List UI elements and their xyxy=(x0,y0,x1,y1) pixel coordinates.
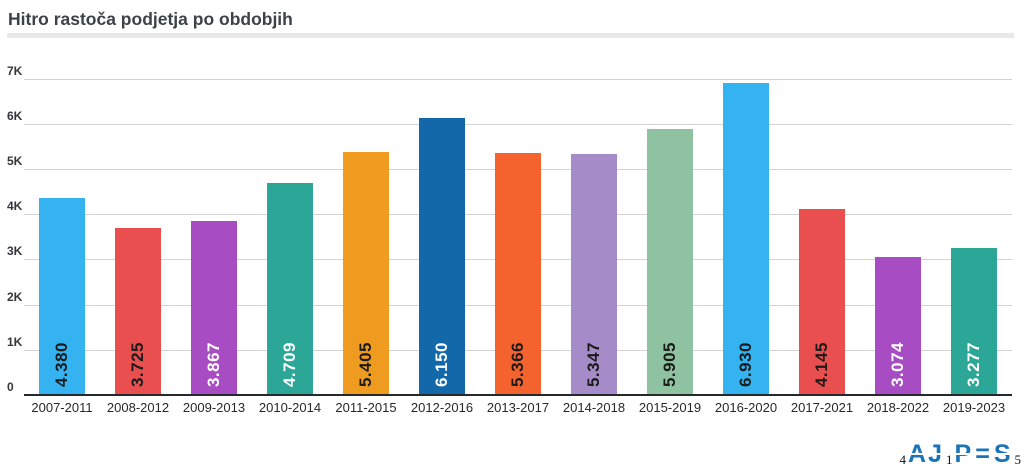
logo-digit: 5 xyxy=(1014,452,1022,467)
bar-value-label: 3.074 xyxy=(888,341,907,387)
logo-letters: P xyxy=(954,440,974,468)
bar-2013-2017[interactable]: 5.366 xyxy=(495,153,541,396)
bar-chart: 4.380 3.725 3.867 4.709 5.405 6.150 5.366 5.347… xyxy=(0,50,1024,415)
bar-column: 3.074 xyxy=(860,50,936,396)
bar-column: 3.867 xyxy=(176,50,252,396)
bar-value-label: 5.366 xyxy=(508,341,527,387)
bar-column: 4.145 xyxy=(784,50,860,396)
bar-value-label: 3.725 xyxy=(128,341,147,387)
x-axis-category-label: 2008-2012 xyxy=(106,400,170,415)
y-axis-tick-label: 1K xyxy=(7,334,23,349)
x-axis-category-label: 2018-2022 xyxy=(866,400,930,415)
ajpes-logo: 4 AJ 1 P = S 5 xyxy=(899,442,1022,467)
bar-2007-2011[interactable]: 4.380 xyxy=(39,198,85,396)
x-axis-labels: 2007-2011 2008-2012 2009-2013 2010-2014 2011… xyxy=(24,400,1012,415)
x-axis-category-label: 2016-2020 xyxy=(714,400,778,415)
bar-column: 5.405 xyxy=(328,50,404,396)
logo-digit: 4 xyxy=(899,452,907,467)
x-axis-category-label: 2010-2014 xyxy=(258,400,322,415)
y-axis-tick-label: 4K xyxy=(7,199,23,214)
gridline xyxy=(24,78,1012,80)
bar-column: 5.347 xyxy=(556,50,632,396)
x-axis-category-label: 2014-2018 xyxy=(562,400,626,415)
bar-column: 3.277 xyxy=(936,50,1012,396)
page-title: Hitro rastoča podjetja po obdobjih xyxy=(8,9,293,29)
bar-2010-2014[interactable]: 4.709 xyxy=(267,183,313,396)
logo-letters: S xyxy=(993,440,1013,468)
logo-letters: AJ xyxy=(908,440,945,468)
bar-value-label: 6.150 xyxy=(432,341,451,387)
bar-2018-2022[interactable]: 3.074 xyxy=(875,257,921,396)
bar-2019-2023[interactable]: 3.277 xyxy=(951,247,997,396)
x-axis-category-label: 2011-2015 xyxy=(335,400,397,415)
bar-2015-2019[interactable]: 5.905 xyxy=(647,129,693,396)
bar-2012-2016[interactable]: 6.150 xyxy=(419,118,465,396)
bar-2008-2012[interactable]: 3.725 xyxy=(115,227,161,396)
bar-value-label: 4.145 xyxy=(812,341,831,387)
logo-letters: = xyxy=(975,440,992,468)
bar-value-label: 5.347 xyxy=(584,341,603,387)
bar-value-label: 6.930 xyxy=(736,341,755,387)
gridline xyxy=(24,123,1012,125)
x-axis-category-label: 2012-2016 xyxy=(410,400,474,415)
bar-column: 3.725 xyxy=(100,50,176,396)
bars-container: 4.380 3.725 3.867 4.709 5.405 6.150 5.366 5.347… xyxy=(24,50,1012,396)
bar-value-label: 3.867 xyxy=(204,341,223,387)
logo-digit: 1 xyxy=(946,452,953,467)
bar-2009-2013[interactable]: 3.867 xyxy=(191,221,237,396)
chart-plot-area: 4.380 3.725 3.867 4.709 5.405 6.150 5.366 5.347… xyxy=(7,50,1012,396)
bar-value-label: 5.905 xyxy=(660,341,679,387)
bar-column: 6.150 xyxy=(404,50,480,396)
x-axis-category-label: 2009-2013 xyxy=(182,400,246,415)
x-axis-category-label: 2013-2017 xyxy=(486,400,550,415)
x-axis-category-label: 2017-2021 xyxy=(790,400,854,415)
y-axis-tick-label: 6K xyxy=(7,108,23,123)
bar-value-label: 5.405 xyxy=(356,341,375,387)
bar-value-label: 4.380 xyxy=(52,341,71,387)
x-axis-category-label: 2007-2011 xyxy=(31,400,93,415)
y-axis-tick-label: 3K xyxy=(7,244,23,259)
bar-2017-2021[interactable]: 4.145 xyxy=(799,208,845,396)
bar-2014-2018[interactable]: 5.347 xyxy=(571,154,617,396)
bar-value-label: 4.709 xyxy=(280,341,299,387)
x-axis-category-label: 2015-2019 xyxy=(638,400,702,415)
bar-column: 6.930 xyxy=(708,50,784,396)
bar-column: 5.905 xyxy=(632,50,708,396)
bar-2016-2020[interactable]: 6.930 xyxy=(723,82,769,396)
bar-column: 5.366 xyxy=(480,50,556,396)
x-axis-category-label: 2019-2023 xyxy=(942,400,1006,415)
y-axis-tick-label: 2K xyxy=(7,289,23,304)
x-axis-line xyxy=(24,394,1012,396)
bar-column: 4.380 xyxy=(24,50,100,396)
y-axis-tick-label: 5K xyxy=(7,154,23,168)
y-axis-tick-label: 7K xyxy=(7,63,23,78)
y-axis-tick-label: 0 xyxy=(7,380,14,394)
bar-column: 4.709 xyxy=(252,50,328,396)
title-divider xyxy=(7,33,1014,38)
bar-2011-2015[interactable]: 5.405 xyxy=(343,151,389,396)
bar-value-label: 3.277 xyxy=(964,341,983,387)
